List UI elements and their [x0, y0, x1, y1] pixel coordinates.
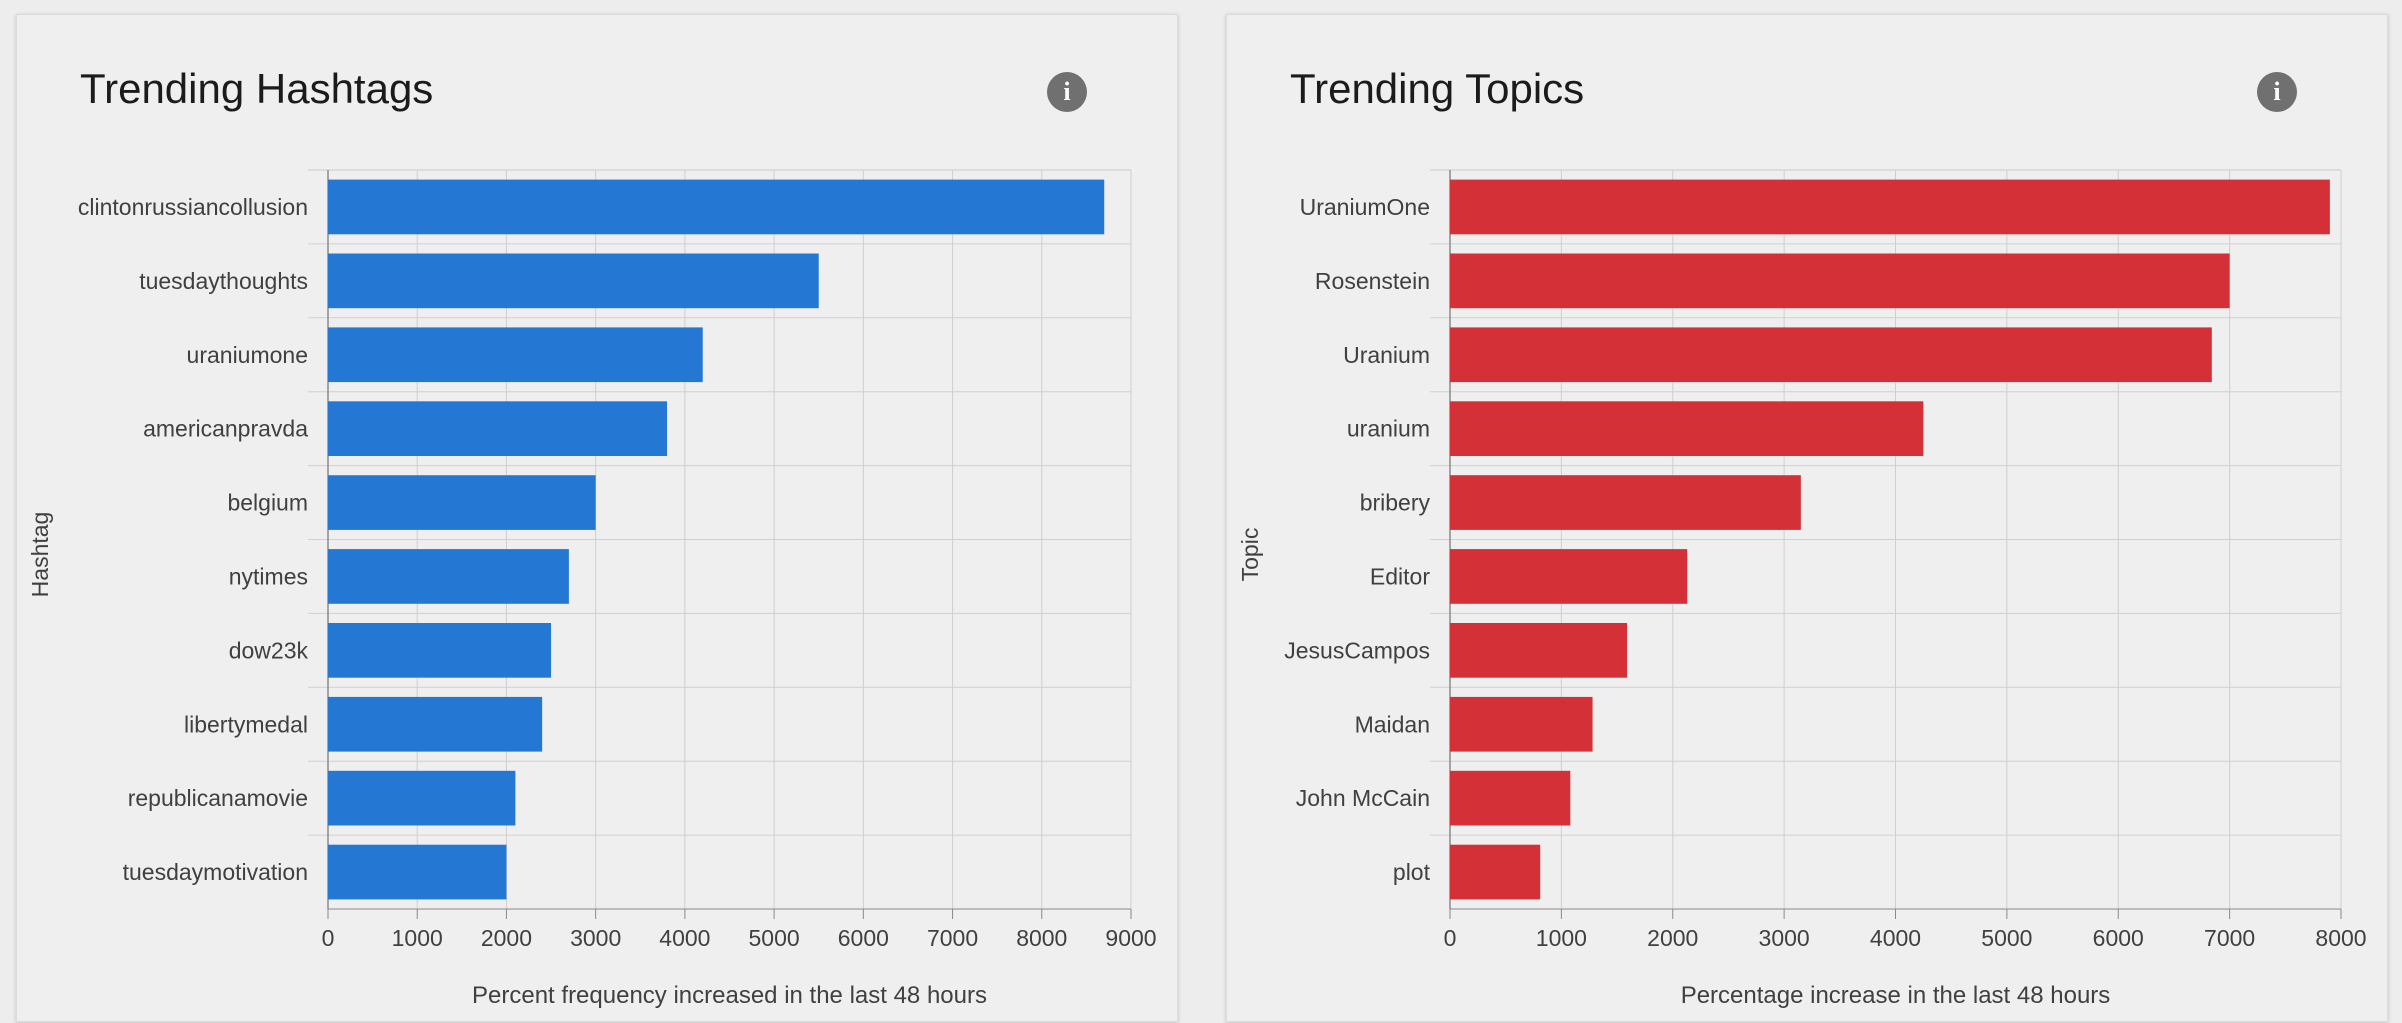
bar	[1450, 770, 1571, 826]
bar	[1450, 475, 1801, 530]
bar	[1450, 179, 2330, 235]
trending-topics-card: Trending Topics i 0 1000 2000 3000 4000 5000 6…	[1226, 14, 2388, 1022]
bar	[1450, 327, 2212, 383]
category-label: Maidan	[1355, 711, 1430, 737]
bar	[328, 623, 552, 678]
category-label: uranium	[1347, 416, 1430, 442]
category-label: tuesdaythoughts	[139, 268, 308, 294]
category-label: plot	[1393, 859, 1431, 885]
hashtags-bar-chart: 0 1000 2000 3000 4000 5000 6000 7000 8000 9000 cli…	[27, 169, 1157, 1009]
x-tick-label: 3000	[570, 925, 621, 951]
bar	[1450, 623, 1628, 678]
bar	[1450, 844, 1541, 900]
x-tick-label: 7000	[2204, 925, 2255, 951]
category-label: UraniumOne	[1300, 194, 1430, 220]
category-label: Rosenstein	[1315, 268, 1430, 294]
x-tick-label: 2000	[1647, 925, 1698, 951]
x-tick-label: 8000	[1016, 925, 1067, 951]
chart-title: Trending Hashtags	[80, 65, 434, 112]
category-label: uraniumone	[187, 342, 308, 368]
category-label: nytimes	[229, 563, 308, 589]
category-label: Editor	[1370, 563, 1430, 589]
trending-hashtags-card: Trending Hashtags i 0 1000 2000 3000 4000 500…	[16, 14, 1178, 1022]
x-tick-label: 3000	[1759, 925, 1810, 951]
bar	[328, 327, 703, 383]
bar	[328, 475, 596, 530]
topics-bar-chart: 0 1000 2000 3000 4000 5000 6000 7000 8000 Uranium…	[1237, 169, 2367, 1009]
x-tick-label: 6000	[838, 925, 889, 951]
x-tick-label: 6000	[2093, 925, 2144, 951]
category-label: tuesdaymotivation	[123, 859, 308, 885]
bar	[1450, 549, 1688, 604]
category-label: Uranium	[1343, 342, 1430, 368]
category-label: clintonrussiancollusion	[78, 194, 308, 220]
bar	[1450, 696, 1593, 752]
category-label: John McCain	[1296, 785, 1430, 811]
bar	[328, 549, 569, 604]
bar	[328, 401, 668, 456]
bar	[1450, 253, 2230, 309]
bar	[328, 696, 543, 752]
x-tick-label: 8000	[2315, 925, 2366, 951]
bar	[1450, 401, 1924, 456]
x-tick-label: 4000	[1870, 925, 1921, 951]
category-label: libertymedal	[184, 711, 308, 737]
chart-title: Trending Topics	[1290, 65, 1585, 112]
category-label: republicanamovie	[128, 785, 308, 811]
x-tick-label: 7000	[927, 925, 978, 951]
bar	[328, 770, 516, 826]
x-tick-label: 1000	[392, 925, 443, 951]
y-axis-label: Hashtag	[27, 512, 53, 598]
category-label: JesusCampos	[1284, 637, 1430, 663]
x-tick-label: 4000	[659, 925, 710, 951]
x-tick-label: 2000	[481, 925, 532, 951]
x-tick-label: 1000	[1536, 925, 1587, 951]
bar	[328, 844, 507, 900]
x-tick-label: 5000	[1981, 925, 2032, 951]
y-axis-label: Topic	[1237, 528, 1263, 582]
category-label: bribery	[1360, 490, 1431, 516]
x-tick-label: 0	[1444, 925, 1457, 951]
x-axis-label: Percent frequency increased in the last …	[472, 982, 987, 1009]
category-label: belgium	[227, 490, 308, 516]
category-label: americanpravda	[143, 416, 308, 442]
category-label: dow23k	[229, 637, 309, 663]
x-tick-label: 0	[322, 925, 335, 951]
info-icon[interactable]: i	[1047, 72, 1087, 112]
x-axis-label: Percentage increase in the last 48 hours	[1681, 982, 2111, 1009]
bar	[328, 253, 819, 309]
x-tick-label: 9000	[1105, 925, 1156, 951]
bar	[328, 179, 1105, 235]
info-icon[interactable]: i	[2257, 72, 2297, 112]
x-tick-label: 5000	[749, 925, 800, 951]
